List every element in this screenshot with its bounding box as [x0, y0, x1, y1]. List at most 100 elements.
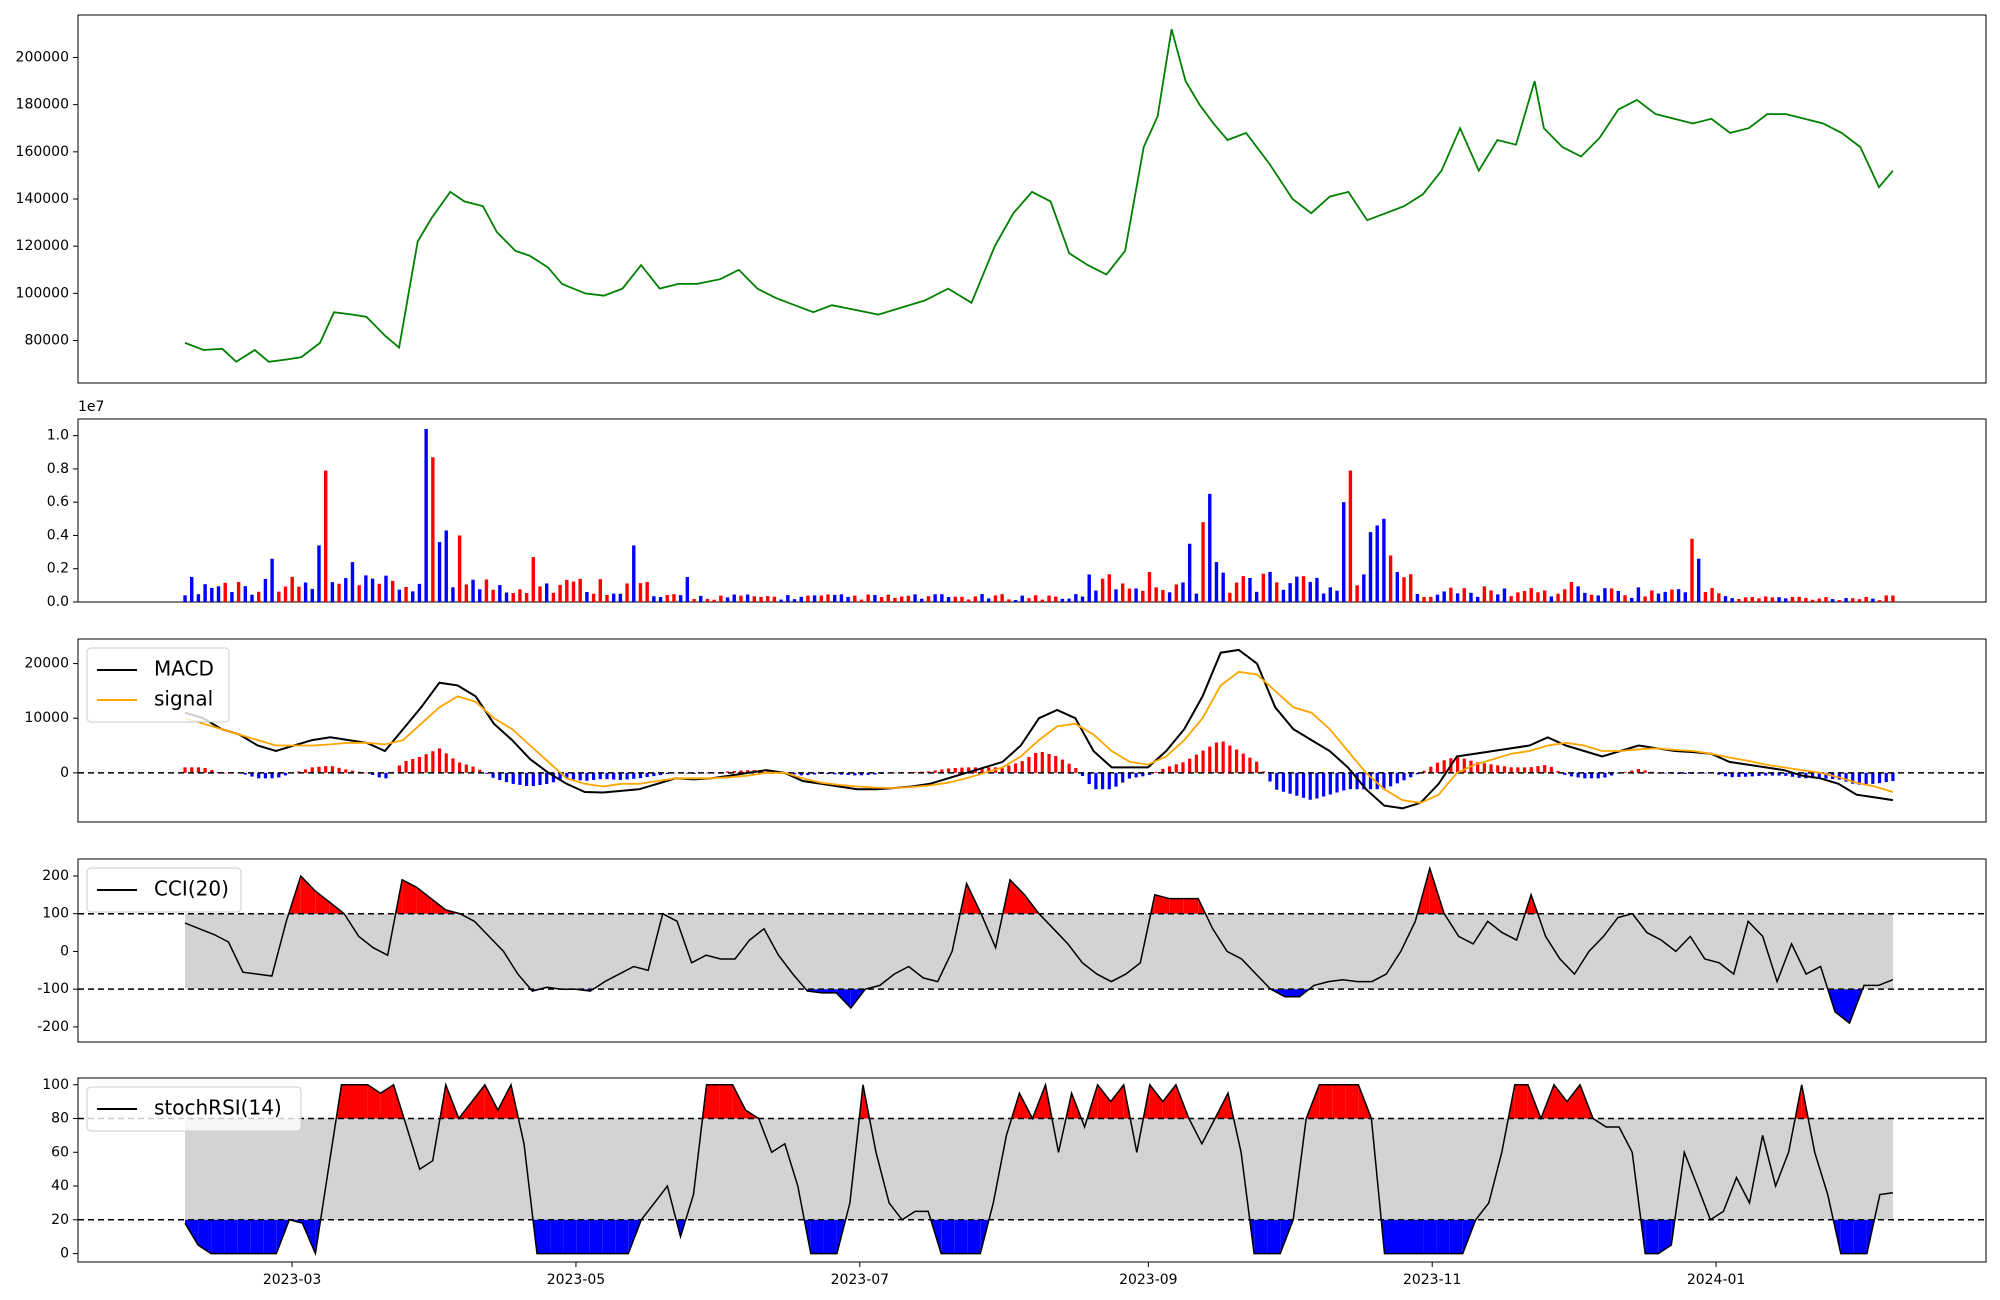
stochrsi-ytick-label: 100	[42, 1077, 69, 1093]
volume-bar	[531, 557, 536, 602]
volume-bar	[1877, 600, 1882, 602]
x-tick-label: 2023-03	[263, 1272, 322, 1288]
macd-histogram-bar	[739, 770, 743, 773]
macd-histogram-bar	[317, 766, 321, 773]
stochrsi-oversold-fill	[211, 1219, 225, 1254]
macd-histogram-bar	[1810, 772, 1815, 779]
stochrsi-oversold-fill	[1397, 1219, 1411, 1254]
volume-bar	[337, 583, 341, 602]
macd-histogram-bar	[1154, 771, 1158, 773]
volume-bar	[632, 545, 636, 602]
volume-bar	[1362, 574, 1366, 602]
volume-ytick-label: 0.2	[47, 561, 69, 577]
cci-overbought-fill	[402, 879, 417, 914]
macd-histogram-bar	[1013, 763, 1018, 773]
volume-bar	[913, 594, 917, 602]
macd-histogram-bar	[370, 772, 375, 775]
macd-histogram-bar	[967, 767, 971, 773]
macd-histogram-bar	[1743, 772, 1748, 777]
macd-histogram-bar	[712, 772, 716, 774]
volume-bar	[672, 594, 676, 602]
volume-bar	[1201, 522, 1205, 602]
volume-bar	[786, 595, 790, 602]
volume-bar	[1449, 587, 1453, 602]
volume-bar	[578, 578, 582, 602]
volume-bar	[1422, 597, 1426, 602]
macd-histogram-bar	[1757, 772, 1761, 776]
macd-histogram-bar	[1476, 762, 1480, 773]
macd-histogram-bar	[1623, 771, 1627, 773]
macd-histogram-bar	[203, 767, 207, 773]
macd-histogram-bar	[518, 772, 522, 785]
macd-histogram-bar	[478, 769, 482, 773]
volume-bar	[1784, 598, 1788, 602]
macd-histogram-bar	[1121, 772, 1125, 783]
macd-histogram-bar	[625, 772, 629, 780]
stochrsi-legend-box	[86, 1086, 302, 1132]
volume-bar	[1308, 581, 1312, 602]
volume-bar	[705, 598, 710, 602]
volume-bar	[1609, 588, 1614, 602]
price-panel-frame	[77, 14, 1987, 384]
stochrsi-overbought-fill	[484, 1084, 498, 1119]
macd-histogram-bar	[612, 772, 616, 780]
volume-bar	[1790, 597, 1795, 602]
macd-histogram-bar	[1328, 772, 1332, 795]
stochrsi-overbought-fill	[341, 1084, 355, 1119]
volume-bar	[585, 591, 589, 602]
macd-legend-box	[86, 647, 230, 723]
macd-histogram-bar	[1844, 772, 1848, 782]
macd-histogram-bar	[598, 772, 602, 780]
volume-bar	[618, 593, 623, 602]
stochrsi-overbought-fill	[1332, 1084, 1346, 1119]
volume-bar	[1824, 597, 1828, 602]
volume-bar	[1027, 598, 1031, 602]
cci-legend-label: CCI(20)	[154, 877, 229, 901]
cci-overbought-fill	[416, 887, 432, 914]
macd-histogram-bar	[1824, 772, 1828, 779]
macd-histogram-bar	[1576, 772, 1580, 778]
stochrsi-oversold-fill	[1436, 1219, 1450, 1254]
macd-histogram-bar	[645, 772, 649, 778]
macd-histogram-bar	[725, 771, 730, 773]
volume-bar	[873, 595, 877, 602]
volume-bar	[1496, 594, 1500, 602]
macd-histogram-bar	[1335, 772, 1339, 793]
macd-histogram-bar	[873, 772, 877, 775]
volume-bar	[1141, 590, 1145, 602]
cci-overbought-fill	[1169, 898, 1184, 914]
macd-histogram-bar	[1194, 754, 1198, 773]
stochrsi-oversold-fill	[198, 1219, 212, 1254]
macd-histogram-bar	[1074, 767, 1078, 773]
volume-bar	[243, 586, 248, 602]
macd-histogram-bar	[799, 772, 803, 776]
volume-bar	[1074, 594, 1078, 602]
cci-line	[184, 865, 1894, 1025]
volume-bar	[1556, 593, 1560, 602]
macd-histogram-bar	[1502, 766, 1507, 773]
volume-bar	[1435, 594, 1440, 602]
volume-bar	[216, 586, 221, 602]
volume-bar	[1281, 589, 1286, 602]
volume-bar	[1194, 593, 1199, 602]
stochrsi-oversold-fill	[1423, 1219, 1437, 1254]
macd-histogram-bar	[223, 772, 227, 774]
volume-bar	[745, 594, 750, 602]
stochrsi-oversold-fill	[1410, 1219, 1424, 1254]
volume-bar	[390, 580, 395, 602]
macd-histogram-bar	[190, 767, 194, 773]
stochrsi-ytick-label: 0	[60, 1246, 69, 1262]
volume-bar	[752, 596, 757, 602]
volume-bar	[1630, 597, 1634, 602]
stochrsi-overbought-fill	[1514, 1084, 1528, 1119]
volume-bar	[370, 578, 375, 602]
stochrsi-ytick-label: 20	[51, 1212, 69, 1228]
volume-bar	[1777, 597, 1781, 602]
macd-histogram-bar	[1516, 767, 1520, 773]
volume-bar	[899, 596, 904, 602]
volume-bar	[792, 599, 797, 602]
volume-bar	[1442, 591, 1446, 602]
macd-histogram-bar	[303, 769, 308, 773]
macd-histogram-bar	[665, 772, 669, 775]
